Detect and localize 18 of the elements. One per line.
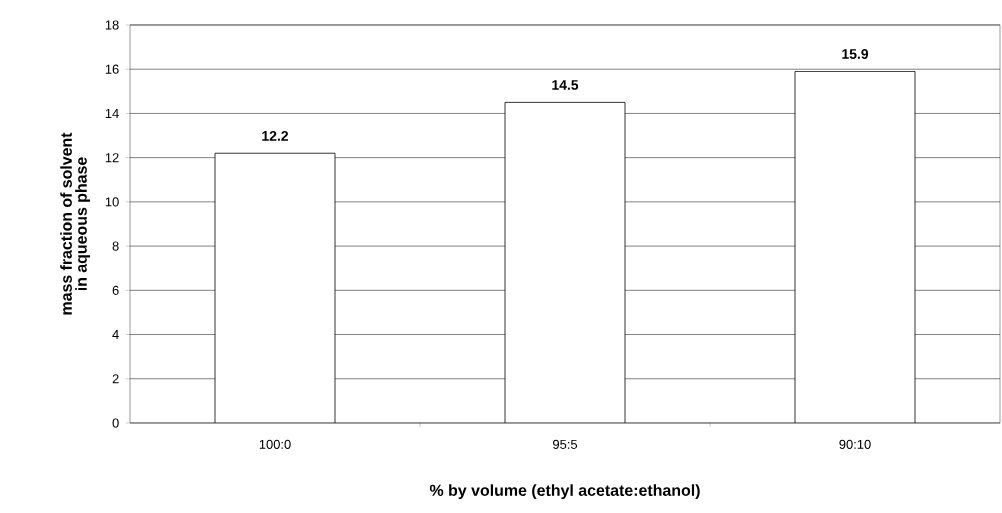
y-tick-label: 0 [112,418,119,428]
y-tick-label: 14 [105,108,119,118]
x-tick-label: 100:0 [259,439,291,449]
x-axis-title: % by volume (ethyl acetate:ethanol) [429,484,700,500]
x-tick-label: 90:10 [839,439,871,449]
data-label: 15.9 [842,49,869,59]
y-axis-title: mass fraction of solvent in aqueous phase [60,132,91,315]
data-label: 12.2 [262,130,289,141]
data-label: 14.5 [552,80,579,90]
x-tick-label: 95:5 [553,439,578,449]
y-tick-label: 2 [112,374,119,384]
y-tick-label: 8 [112,241,119,251]
y-tick-label: 16 [105,64,119,74]
y-tick-label: 4 [112,330,119,339]
y-tick-label: 6 [112,285,119,295]
y-tick-label: 10 [105,197,119,207]
y-tick-label: 18 [105,20,119,30]
y-tick-label: 12 [105,153,119,163]
